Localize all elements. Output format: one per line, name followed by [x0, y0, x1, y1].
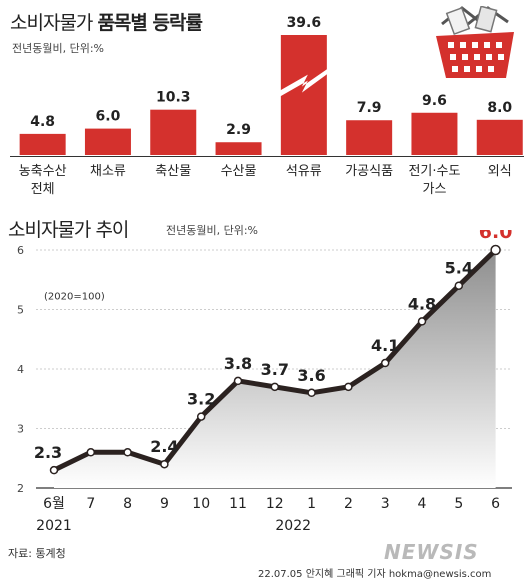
- bar-chart-title-normal: 소비자물가: [10, 12, 93, 34]
- axis-break-mark: [279, 68, 328, 97]
- data-point: [417, 317, 427, 326]
- point-value-label: 3.2: [187, 390, 215, 409]
- x-tick-label: 11: [229, 496, 247, 512]
- bar-value-label: 39.6: [287, 15, 322, 31]
- newsis-logo: NEWSIS: [384, 540, 479, 564]
- point-value-label: 2.3: [34, 443, 62, 462]
- line-chart-title: 소비자물가 추이: [8, 219, 129, 241]
- data-point: [233, 376, 243, 386]
- data-point: [454, 281, 464, 290]
- bar: [476, 119, 523, 155]
- bar: [19, 133, 66, 155]
- year-label: 2022: [275, 518, 311, 534]
- bar-category-label: 전체: [31, 182, 55, 197]
- bar-chart-title: 소비자물가 품목별 등락률: [10, 8, 203, 35]
- bar-category-label: 수산물: [221, 164, 257, 179]
- data-point: [196, 412, 206, 421]
- bar-category-label: 석유류: [286, 164, 322, 179]
- bar-category-label: 가스: [422, 182, 446, 197]
- data-point: [49, 465, 59, 475]
- point-value-label: 3.8: [224, 354, 252, 373]
- credit-text: 22.07.05 안지혜 그래픽 기자 hokma@newsis.com: [258, 569, 492, 580]
- data-point: [490, 244, 501, 256]
- bar-value-label: 9.6: [422, 93, 447, 109]
- bar-value-label: 6.0: [96, 109, 121, 125]
- point-value-label: 5.4: [445, 259, 473, 278]
- y-tick-label: 6: [17, 244, 24, 257]
- x-tick-label: 8: [123, 496, 132, 512]
- year-label: 2021: [36, 518, 72, 534]
- point-value-label: 2.4: [150, 437, 178, 456]
- bar-category-label: 전기·수도: [408, 164, 460, 179]
- y-tick-label: 2: [17, 482, 24, 495]
- y-tick-label: 3: [17, 423, 24, 436]
- bar-value-label: 10.3: [156, 90, 191, 106]
- line-chart-unit: 전년동월비, 단위:%: [166, 224, 258, 237]
- point-value-label: 6.0: [479, 230, 513, 243]
- data-point: [160, 459, 169, 469]
- data-point: [344, 382, 353, 392]
- x-tick-label: 2: [344, 496, 353, 512]
- line-chart: 2 3 4 5 6 (2020=100) 2.3 2.4 3.2 3.8 3.7 3.6 4.1 4.8 5…: [17, 230, 513, 534]
- x-tick-label: 7: [86, 496, 95, 512]
- data-point: [270, 382, 280, 392]
- bar: [84, 128, 131, 155]
- point-value-label: 3.6: [297, 366, 325, 385]
- x-tick-label: 9: [160, 496, 169, 512]
- bar: [150, 109, 197, 155]
- x-tick-label: 1: [307, 496, 316, 512]
- y-tick-label: 4: [17, 363, 24, 376]
- bar-value-label: 4.8: [30, 114, 55, 130]
- point-value-label: 3.7: [261, 360, 289, 379]
- point-value-label: 4.8: [408, 294, 436, 313]
- bar-category-label: 채소류: [90, 164, 126, 179]
- x-tick-label: 4: [418, 496, 427, 512]
- data-point: [123, 448, 132, 457]
- x-tick-label: 6: [491, 496, 500, 512]
- bar: [346, 120, 393, 155]
- bar-chart-title-bold: 품목별 등락률: [97, 12, 202, 34]
- x-tick-label: 5: [454, 496, 463, 512]
- bar: [411, 112, 458, 155]
- bar: [280, 35, 327, 155]
- bar-category-label: 외식: [488, 164, 512, 179]
- x-tick-label: 6월: [43, 496, 65, 512]
- bar: [215, 142, 262, 155]
- bar-category-label: 농축수산: [19, 164, 67, 179]
- bar-value-label: 2.9: [226, 122, 251, 138]
- data-point: [307, 388, 316, 398]
- bar-chart-baseline: [10, 156, 524, 157]
- x-tick-label: 10: [192, 496, 210, 512]
- bar-value-label: 7.9: [357, 100, 382, 116]
- x-tick-label: 3: [381, 496, 390, 512]
- bar-category-label: 가공식품: [345, 164, 393, 179]
- data-point: [380, 358, 390, 368]
- point-value-label: 4.1: [371, 336, 399, 355]
- bar-chart-unit: 전년동월비, 단위:%: [12, 42, 104, 55]
- source-text: 자료: 통계청: [8, 547, 66, 560]
- base-year-annotation: (2020=100): [44, 292, 105, 303]
- data-point: [86, 448, 96, 457]
- x-tick-label: 12: [266, 496, 284, 512]
- line-area-fill: [54, 250, 496, 488]
- shopping-basket-icon: [436, 6, 514, 78]
- y-tick-label: 5: [17, 304, 24, 317]
- bar-category-label: 축산물: [155, 164, 191, 179]
- bar-value-label: 8.0: [487, 100, 512, 116]
